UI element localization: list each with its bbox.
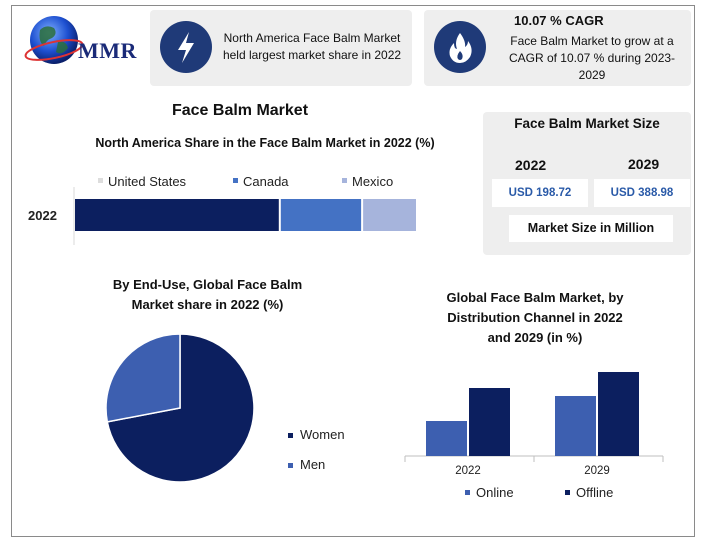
globe-icon (24, 16, 84, 64)
market-size-value-2029: USD 388.98 (610, 187, 674, 199)
unit-note-box: Market Size in Million (509, 215, 673, 242)
bar-online-2029 (555, 396, 596, 456)
header-card-cagr: 10.07 % CAGR Face Balm Market to grow at… (424, 10, 691, 86)
pie-chart-title: By End-Use, Global Face Balm Market shar… (112, 277, 303, 312)
pie-legend-label-men: Men (300, 457, 325, 472)
cagr-text: Face Balm Market to grow at a CAGR of 10… (508, 34, 676, 82)
logo-text: MMR (78, 38, 137, 63)
legend-label-0: United States (108, 174, 187, 189)
value-box-2022: USD 198.72 (492, 179, 588, 207)
legend-marker-0 (98, 178, 103, 183)
grouped-bar-chart: 2022 2029 Online Offline (404, 372, 664, 500)
market-size-title: Face Balm Market Size (514, 116, 660, 131)
market-size-panel: Face Balm Market Size 2022 2029 USD 198.… (483, 112, 691, 255)
lightning-icon (160, 21, 212, 73)
x-tick-label-2029: 2029 (584, 465, 610, 477)
stacked-segment-canada (280, 199, 362, 231)
stacked-segment-mexico (363, 199, 416, 231)
bar-offline-2022 (469, 388, 510, 456)
market-size-year-2029: 2029 (628, 156, 660, 172)
category-label-2022: 2022 (28, 208, 57, 223)
header-card-share-text: North America Face Balm Market held larg… (222, 31, 402, 62)
legend-label-2: Mexico (352, 174, 393, 189)
pie-chart: Women Men (105, 333, 345, 483)
market-size-year-2022: 2022 (515, 157, 547, 173)
pie-legend-marker-0 (288, 433, 293, 438)
market-size-unit-note: Market Size in Million (527, 221, 655, 235)
bar-offline-2029 (598, 372, 639, 456)
grouped-chart-title: Global Face Balm Market, by Distribution… (446, 290, 624, 345)
stacked-bar-chart: United States Canada Mexico 2022 (28, 174, 416, 245)
grouped-legend-marker-0 (465, 490, 470, 495)
stacked-chart-title: North America Share in the Face Balm Mar… (95, 136, 435, 150)
pie-slice-men (105, 333, 181, 423)
pie-legend-marker-1 (288, 463, 293, 468)
mmr-logo (24, 10, 146, 70)
cagr-title: 10.07 % CAGR (514, 13, 604, 28)
market-size-value-2022: USD 198.72 (508, 187, 572, 199)
legend-marker-1 (233, 178, 238, 183)
value-box-2029: USD 388.98 (594, 179, 690, 207)
legend-label-1: Canada (243, 174, 289, 189)
legend-marker-2 (342, 178, 347, 183)
flame-icon (434, 21, 486, 73)
main-title: Face Balm Market (171, 102, 309, 119)
grouped-legend-marker-1 (565, 490, 570, 495)
header-card-share: North America Face Balm Market held larg… (150, 10, 412, 86)
pie-legend-label-women: Women (300, 427, 345, 442)
grouped-legend-label-offline: Offline (576, 485, 613, 500)
infographic-frame (11, 5, 695, 537)
x-tick-label-2022: 2022 (455, 465, 481, 477)
stacked-segment-united-states (75, 199, 279, 231)
bar-online-2022 (426, 421, 467, 456)
grouped-legend-label-online: Online (476, 485, 514, 500)
